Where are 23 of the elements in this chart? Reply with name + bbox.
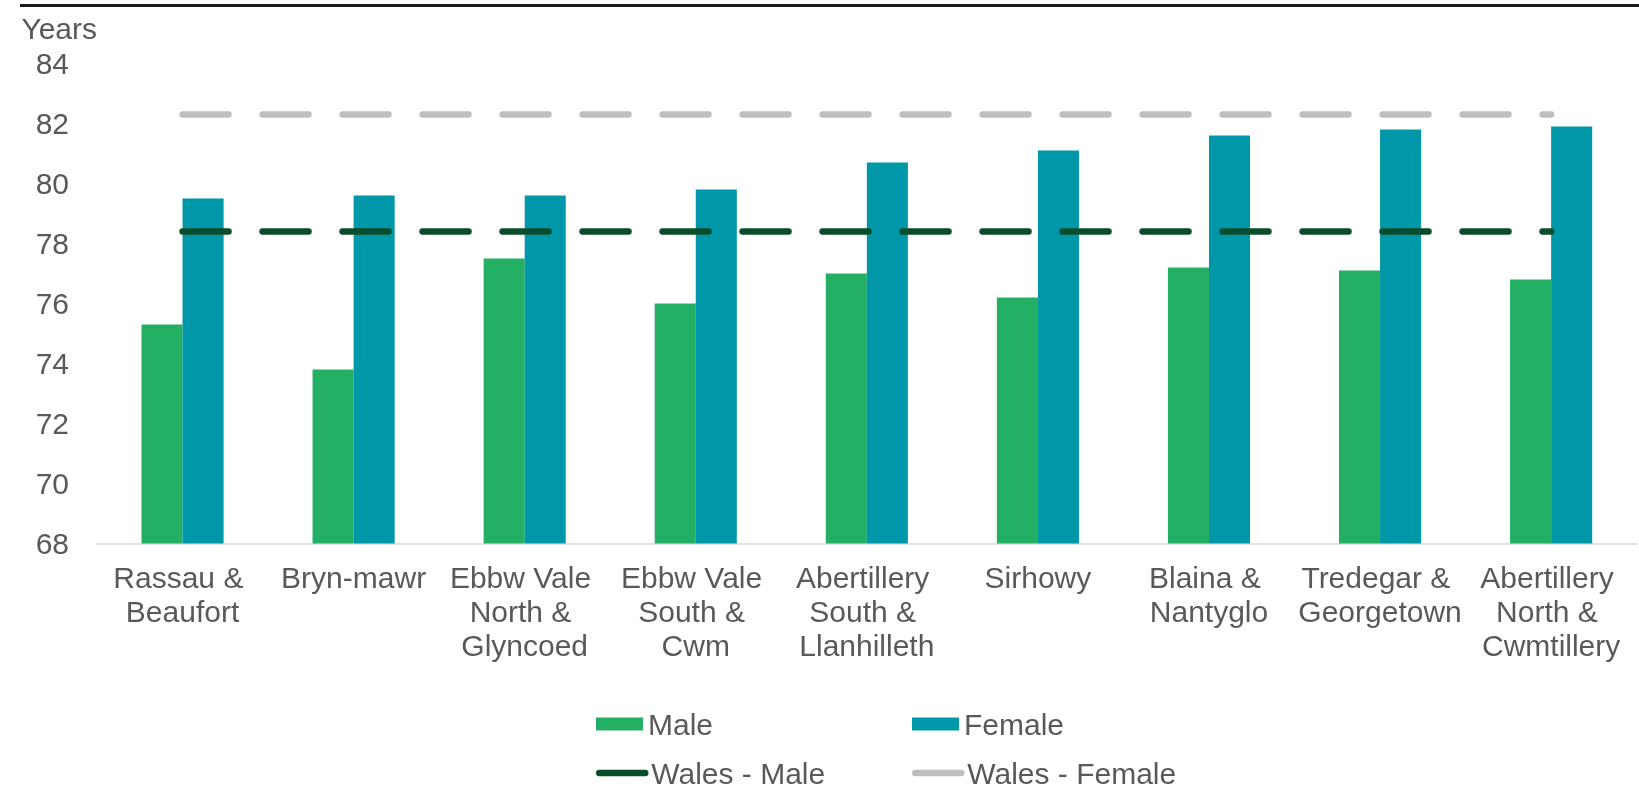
y-tick-label: 80 — [35, 167, 69, 200]
x-tick-label: Rassau & Beaufort — [113, 561, 252, 628]
x-tick-label: Abertillery South & Llanhilleth — [795, 561, 938, 662]
y-tick-label: 76 — [35, 287, 69, 320]
y-tick-label: 82 — [35, 107, 69, 140]
x-tick-label: Ebbw Vale North & Glyncoed — [449, 561, 600, 662]
y-tick-label: 84 — [35, 47, 69, 80]
x-tick-label: Ebbw Vale South & Cwm — [620, 561, 771, 662]
x-tick-label: Blaina & Nantyglo — [1148, 561, 1270, 628]
y-tick-label: 78 — [35, 227, 69, 260]
y-axis-title: Years — [21, 12, 97, 45]
x-tick-label: Sirhowy — [984, 561, 1092, 594]
x-tick-label: Abertillery North & Cwmtillery — [1480, 561, 1622, 662]
y-tick-label: 72 — [35, 407, 69, 440]
legend-label: Female — [964, 707, 1065, 741]
y-tick-label: 74 — [35, 347, 69, 380]
legend-label: Wales - Male — [651, 756, 826, 790]
x-tick-label: Tredegar & Georgetown — [1298, 561, 1462, 628]
x-tick-label: Bryn-mawr — [281, 561, 427, 594]
legend-label: Wales - Female — [967, 756, 1177, 790]
legend-label: Male — [648, 707, 714, 741]
y-tick-label: 68 — [35, 527, 69, 560]
y-tick-label: 70 — [35, 467, 69, 500]
